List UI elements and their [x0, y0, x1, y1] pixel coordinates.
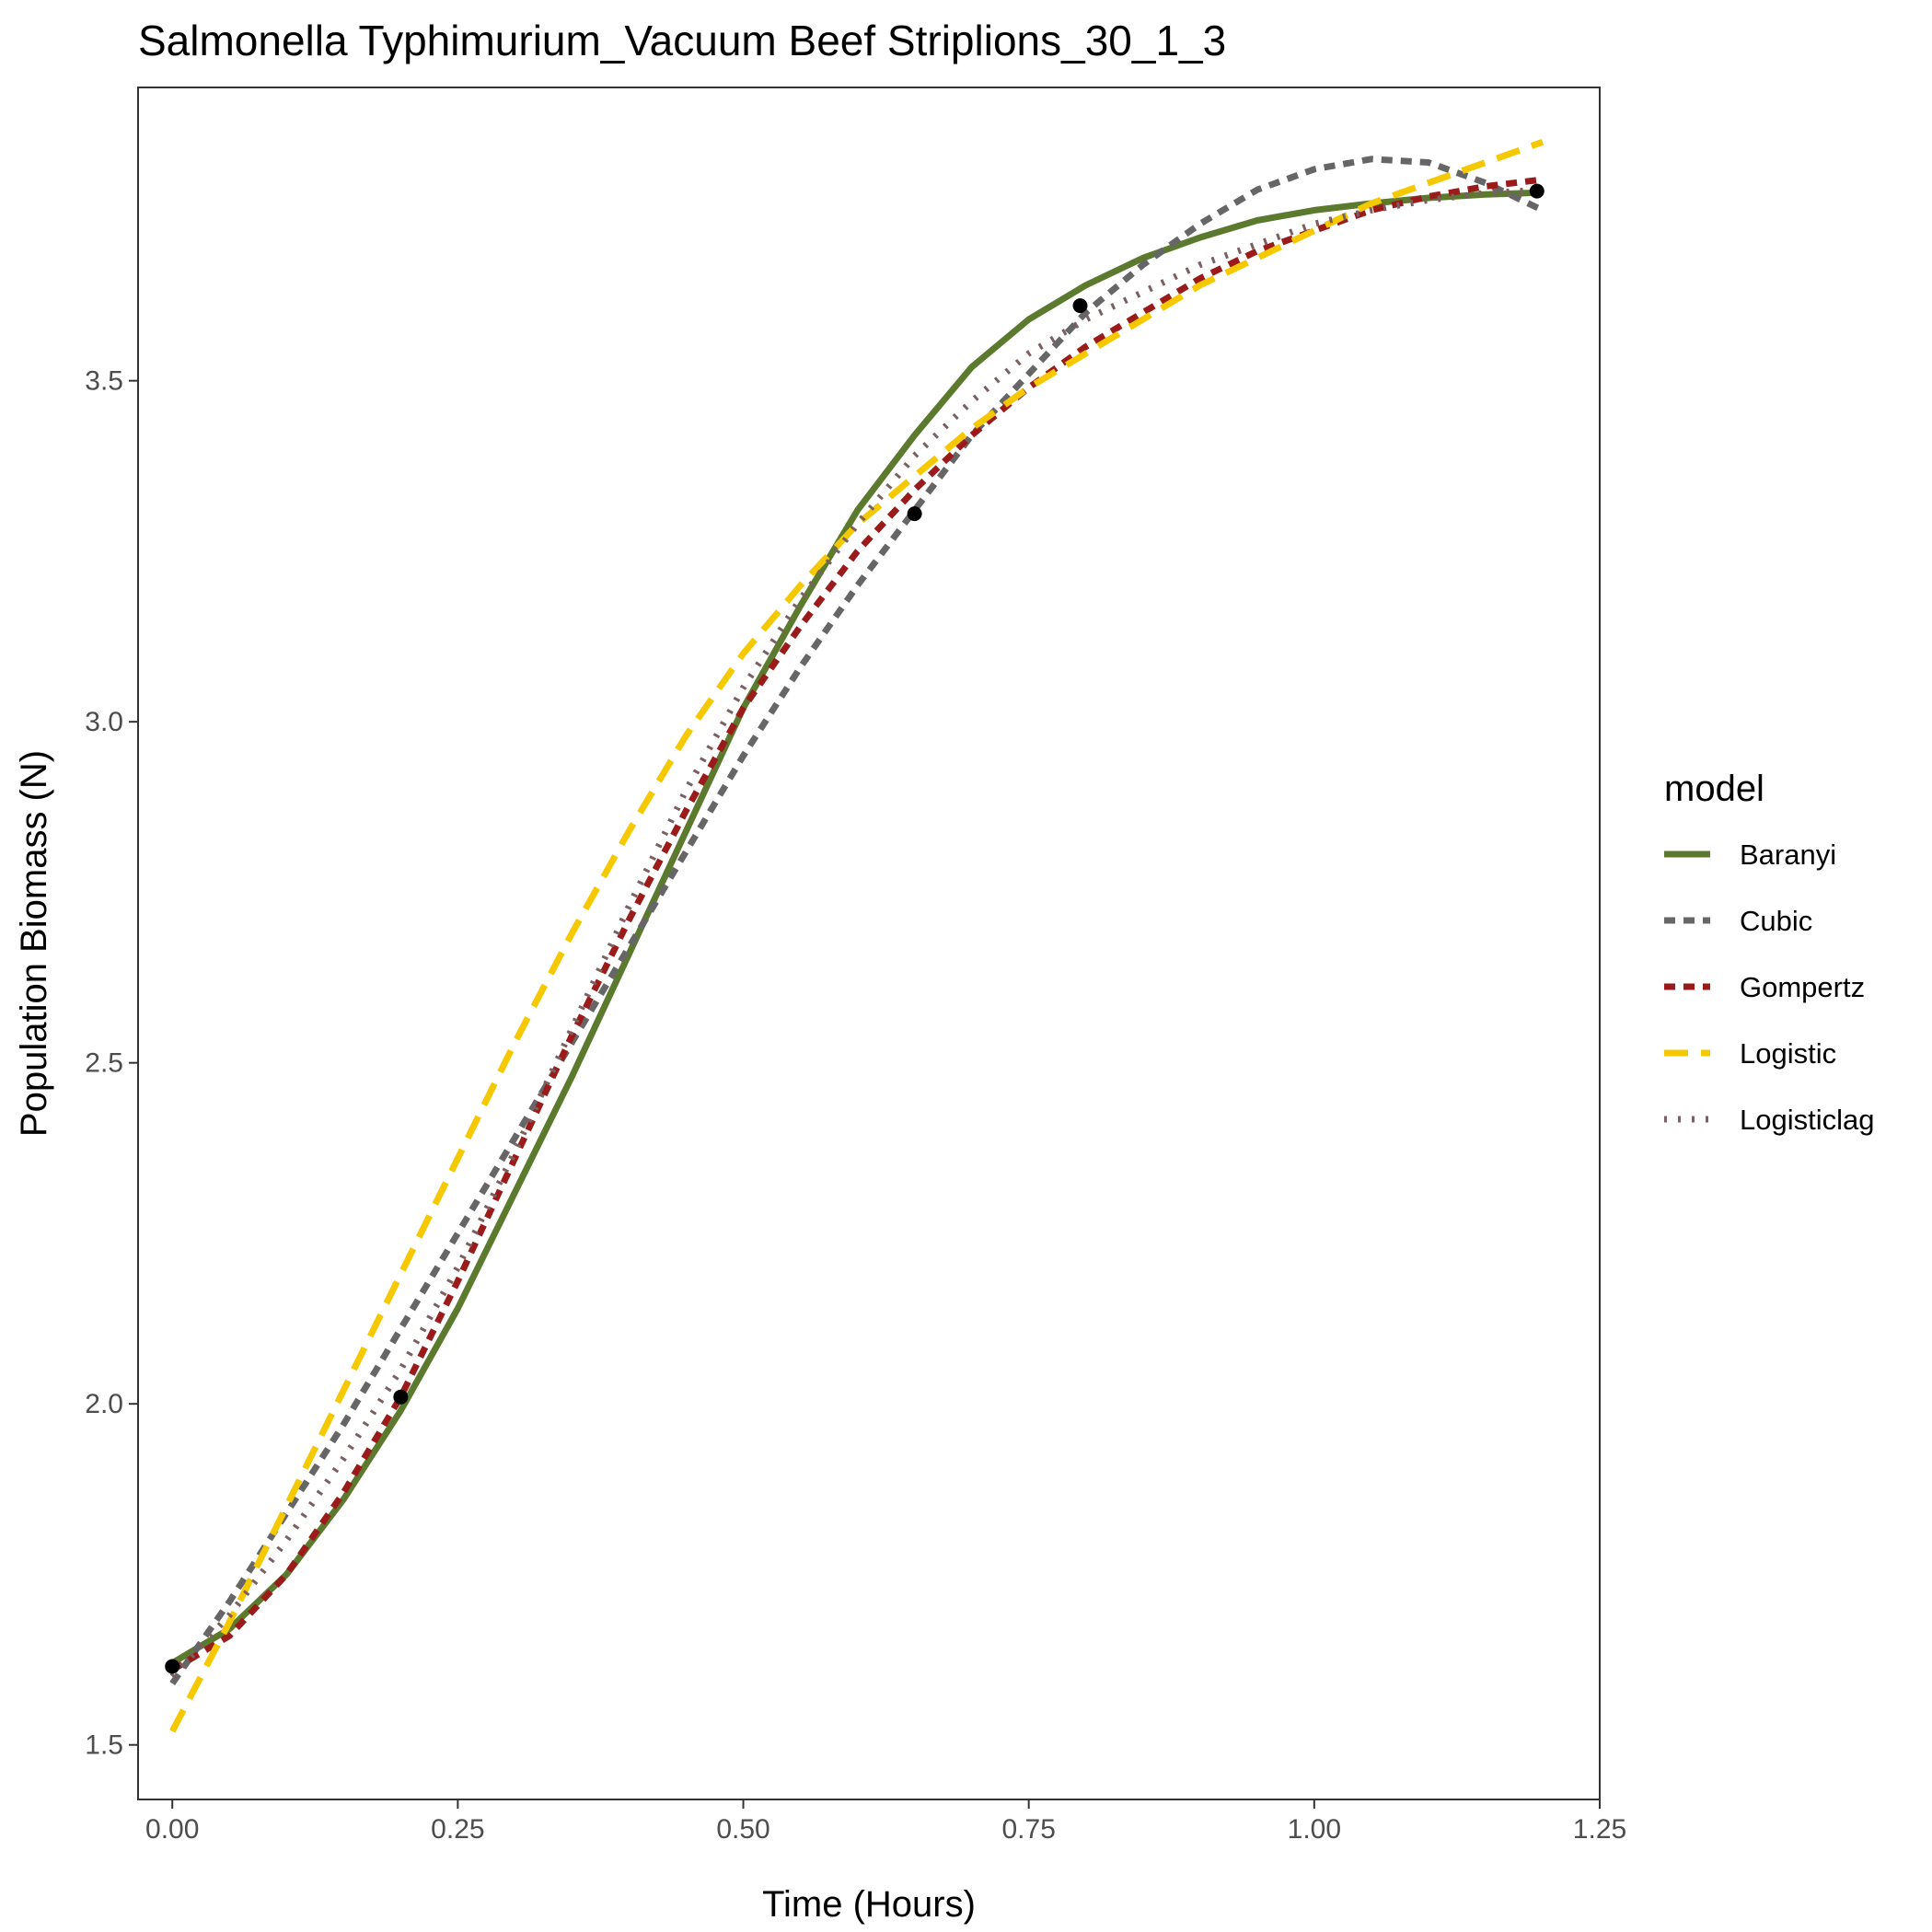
x-tick-label: 1.00 [1288, 1814, 1341, 1845]
y-tick-label: 2.5 [85, 1048, 123, 1079]
data-point [1072, 298, 1088, 314]
points-layer [165, 183, 1544, 1674]
x-axis-title: Time (Hours) [762, 1884, 976, 1925]
legend-label-gompertz: Gompertz [1740, 971, 1865, 1003]
y-tick-label: 1.5 [85, 1730, 123, 1761]
legend-label-logisticlag: Logisticlag [1740, 1104, 1874, 1136]
x-tick-label: 0.00 [145, 1814, 199, 1845]
panel-border [137, 87, 1601, 1800]
y-tick-label: 3.0 [85, 707, 123, 737]
chart-title: Salmonella Typhimurium_Vacuum Beef Strip… [138, 17, 1226, 64]
series-line-logisticlag [169, 186, 1544, 1679]
legend-label-baranyi: Baranyi [1740, 839, 1836, 871]
legend: model Baranyi Cubic Gompertz Logistic Logist… [1664, 769, 1874, 1136]
data-point [1529, 183, 1544, 199]
data-point [393, 1389, 409, 1405]
data-point [907, 506, 922, 522]
x-tick-label: 0.25 [431, 1814, 484, 1845]
series-layer [169, 139, 1544, 1733]
legend-title: model [1664, 769, 1764, 809]
legend-items: Baranyi Cubic Gompertz Logistic Logisticlag [1664, 839, 1874, 1136]
series-line-baranyi [170, 189, 1544, 1666]
legend-label-logistic: Logistic [1740, 1037, 1836, 1070]
y-tick-label: 2.0 [85, 1389, 123, 1419]
series-line-gompertz [170, 176, 1544, 1673]
legend-label-cubic: Cubic [1740, 905, 1812, 937]
x-axis: 0.00 0.25 0.50 0.75 1.00 1.25 [145, 1799, 1626, 1845]
x-tick-label: 1.25 [1573, 1814, 1626, 1845]
y-axis: 1.5 2.0 2.5 3.0 3.5 [85, 366, 138, 1761]
plot-panel [137, 87, 1601, 1800]
y-axis-title: Population Biomass (N) [14, 750, 54, 1137]
x-tick-label: 0.50 [716, 1814, 769, 1845]
y-tick-label: 3.5 [85, 366, 123, 397]
data-point [165, 1659, 180, 1674]
x-tick-label: 0.75 [1001, 1814, 1055, 1845]
series-line-cubic [169, 156, 1544, 1686]
series-line-logistic [169, 139, 1544, 1733]
